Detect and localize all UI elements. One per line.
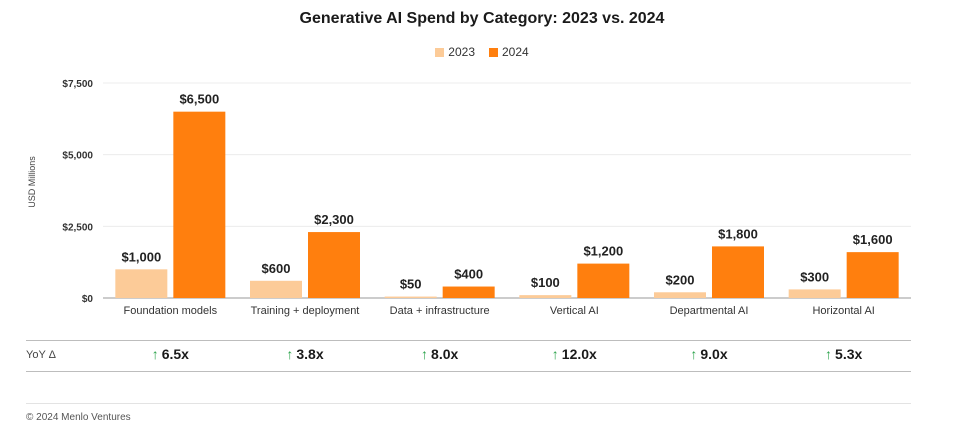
x-tick-label: Horizontal AI xyxy=(812,305,874,317)
data-label-2023-2: $50 xyxy=(400,277,422,292)
y-tick-label: $0 xyxy=(82,294,94,305)
yoy-value: ↑ 9.0x xyxy=(649,346,769,362)
x-tick-label: Data + infrastructure xyxy=(390,305,490,317)
x-tick-label: Training + deployment xyxy=(251,305,360,317)
yoy-multiplier: 12.0x xyxy=(561,346,597,362)
legend-item-2023: 2023 xyxy=(435,45,475,59)
yoy-bottom-rule xyxy=(26,371,911,372)
bar-2023-5 xyxy=(788,289,841,298)
up-arrow-icon: ↑ xyxy=(151,346,159,362)
data-label-2024-5: $1,600 xyxy=(853,232,893,247)
legend-swatch-2023 xyxy=(435,47,445,57)
copyright-footer: © 2024 Menlo Ventures xyxy=(26,412,131,423)
data-label-2023-4: $200 xyxy=(666,272,695,287)
data-label-2024-0: $6,500 xyxy=(179,92,219,107)
data-label-2023-1: $600 xyxy=(262,261,291,276)
x-tick-label: Foundation models xyxy=(124,305,218,317)
legend-swatch-2024 xyxy=(489,47,498,57)
y-tick-label: $7,500 xyxy=(62,79,93,90)
x-tick-label: Departmental AI xyxy=(670,305,749,317)
y-tick-label: $2,500 xyxy=(62,222,93,233)
bar-2024-1 xyxy=(308,232,360,298)
bar-2023-3 xyxy=(519,295,572,298)
legend-label-2024: 2024 xyxy=(502,45,529,59)
chart-title: Generative AI Spend by Category: 2023 vs… xyxy=(299,10,665,27)
data-label-2023-3: $100 xyxy=(531,275,560,290)
bar-2024-2 xyxy=(442,286,495,298)
bar-2023-0 xyxy=(115,269,168,298)
up-arrow-icon: ↑ xyxy=(690,346,698,362)
yoy-value: ↑ 6.5x xyxy=(110,346,230,362)
up-arrow-icon: ↑ xyxy=(551,346,559,362)
up-arrow-icon: ↑ xyxy=(421,346,429,362)
yoy-multiplier: 9.0x xyxy=(700,346,728,362)
yoy-value: ↑ 12.0x xyxy=(514,346,634,362)
bar-2023-4 xyxy=(654,292,706,298)
bar-chart: $0 $2,500 $5,000 $7,500 USD Millions $1,000 $6… xyxy=(27,79,911,317)
bar-2024-4 xyxy=(712,246,764,298)
bar-2023-2 xyxy=(384,296,437,298)
up-arrow-icon: ↑ xyxy=(825,346,833,362)
y-tick-label: $5,000 xyxy=(62,151,93,162)
legend-label-2023: 2023 xyxy=(448,45,475,59)
yoy-top-rule xyxy=(26,340,911,341)
bar-2024-5 xyxy=(846,252,899,298)
yoy-value: ↑ 5.3x xyxy=(784,346,904,362)
bar-2024-0 xyxy=(173,111,226,299)
data-label-2024-4: $1,800 xyxy=(718,226,758,241)
yoy-multiplier: 5.3x xyxy=(835,346,863,362)
bar-2024-3 xyxy=(577,263,630,298)
yoy-multiplier: 8.0x xyxy=(431,346,459,362)
data-label-2024-2: $400 xyxy=(454,267,483,282)
yoy-label: YoY Δ xyxy=(26,349,56,361)
data-label-2023-5: $300 xyxy=(800,269,829,284)
up-arrow-icon: ↑ xyxy=(286,346,294,362)
yoy-multiplier: 6.5x xyxy=(161,346,189,362)
footer-divider xyxy=(26,403,911,404)
yoy-value: ↑ 8.0x xyxy=(380,346,500,362)
legend: 2023 2024 xyxy=(0,45,964,59)
data-label-2024-3: $1,200 xyxy=(583,244,623,259)
data-label-2023-0: $1,000 xyxy=(121,249,161,264)
legend-item-2024: 2024 xyxy=(489,45,529,59)
data-label-2024-1: $2,300 xyxy=(314,212,354,227)
yoy-multiplier: 3.8x xyxy=(296,346,324,362)
y-axis-label: USD Millions xyxy=(27,156,37,208)
bar-2023-1 xyxy=(250,280,302,298)
x-tick-label: Vertical AI xyxy=(550,305,599,317)
yoy-value: ↑ 3.8x xyxy=(245,346,365,362)
